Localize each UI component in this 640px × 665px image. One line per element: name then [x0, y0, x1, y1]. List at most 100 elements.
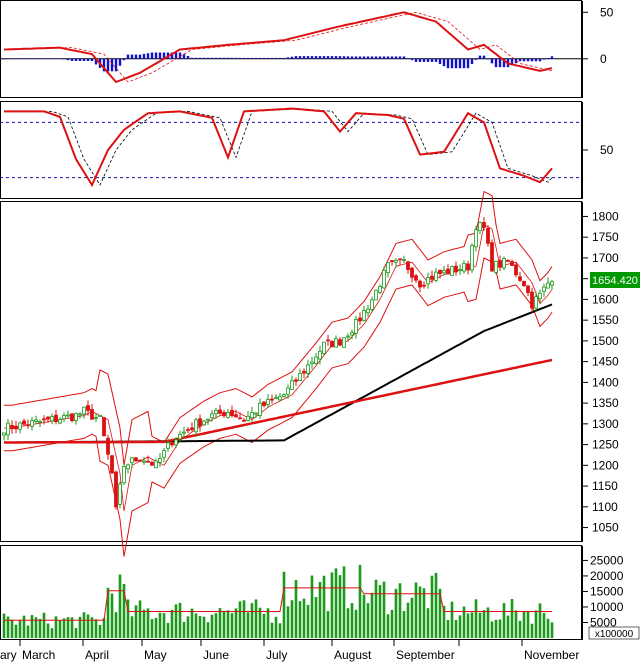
- candle-body: [158, 458, 162, 463]
- macd-histogram-bar: [438, 58, 442, 65]
- y-tick-label: 10000: [590, 600, 624, 614]
- volume-bar: [70, 617, 74, 638]
- macd-histogram-bar: [258, 57, 262, 59]
- volume-bar: [134, 605, 138, 638]
- candle-body: [266, 399, 270, 405]
- macd-histogram-bar: [394, 56, 398, 59]
- volume-bar: [94, 619, 98, 638]
- macd-histogram-bar: [246, 57, 250, 59]
- macd-histogram-bar: [54, 58, 58, 59]
- volume-bar: [538, 603, 542, 638]
- volume-bar: [22, 615, 26, 638]
- volume-bar: [170, 609, 174, 638]
- candle-body: [538, 292, 542, 300]
- candle-body: [186, 429, 190, 432]
- volume-bar: [494, 619, 498, 638]
- candle-body: [30, 420, 34, 427]
- volume-bar: [242, 600, 246, 638]
- volume-bar: [158, 612, 162, 638]
- bollinger-upper-line: [4, 190, 553, 466]
- macd-histogram-bar: [126, 54, 130, 59]
- candle-body: [114, 471, 118, 508]
- macd-histogram-bar: [310, 56, 314, 59]
- macd-histogram-bar: [194, 57, 198, 59]
- macd-histogram-bar: [38, 58, 42, 59]
- candle-body: [534, 296, 538, 309]
- candle-body: [454, 265, 458, 273]
- candle-body: [286, 387, 290, 395]
- volume-bar: [482, 610, 486, 638]
- candle-body: [458, 269, 462, 271]
- macd-histogram-bar: [458, 58, 462, 69]
- macd-histogram-bar: [350, 56, 354, 59]
- candle-body: [414, 275, 418, 281]
- x-ticks: [19, 640, 523, 646]
- volume-bar: [386, 614, 390, 638]
- macd-histogram-bar: [482, 55, 486, 59]
- volume-bar: [146, 608, 150, 638]
- volume-bar: [42, 612, 46, 638]
- candle-body: [550, 281, 554, 286]
- candle-body: [142, 460, 146, 463]
- y-tick-label: 1800: [592, 209, 619, 223]
- candle-body: [510, 261, 514, 266]
- candle-body: [498, 260, 502, 268]
- macd-histogram-bar: [378, 56, 382, 59]
- volume-bar: [342, 566, 346, 638]
- macd-histogram-bar: [286, 57, 290, 59]
- volume-bar: [306, 604, 310, 638]
- volume-bar: [502, 602, 506, 638]
- candle-body: [146, 460, 150, 463]
- macd-histogram-bar: [474, 58, 478, 60]
- candle-body: [62, 415, 66, 420]
- macd-histogram-bar: [514, 58, 518, 64]
- candle-body: [418, 280, 422, 288]
- volume-bar: [246, 612, 250, 638]
- volume-bar: [154, 617, 158, 638]
- macd-histogram-bar: [278, 57, 282, 59]
- volume-bar: [546, 618, 550, 638]
- candle-body: [390, 260, 394, 262]
- volume-bar: [162, 613, 166, 638]
- candle-body: [194, 419, 198, 433]
- volume-bar: [34, 617, 38, 638]
- candle-body: [406, 261, 410, 270]
- macd-histogram-bar: [478, 55, 482, 59]
- macd-histogram-bar: [510, 58, 514, 66]
- macd-histogram-bar: [6, 58, 10, 60]
- macd-histogram-bar: [274, 57, 278, 59]
- volume-bar: [366, 603, 370, 638]
- y-tick-label: 1300: [592, 417, 619, 431]
- macd-histogram-bar: [418, 58, 422, 62]
- volume-bar: [226, 610, 230, 638]
- bollinger-lower-line: [4, 257, 553, 557]
- macd-histogram-bar: [234, 57, 238, 59]
- candle-body: [118, 483, 122, 505]
- volume-bar: [462, 606, 466, 638]
- volume-bar: [446, 620, 450, 638]
- candle-body: [38, 420, 42, 423]
- candle-body: [282, 394, 286, 397]
- candle-body: [222, 412, 226, 417]
- volume-bar: [130, 616, 134, 638]
- candle-body: [150, 461, 154, 466]
- macd-histogram-bar: [430, 58, 434, 62]
- macd-histogram-bar: [2, 58, 6, 60]
- macd-histogram-bar: [294, 56, 298, 59]
- volume-bar: [410, 597, 414, 638]
- volume-bar: [222, 611, 226, 638]
- candle-body: [382, 269, 386, 289]
- candle-body: [386, 261, 390, 273]
- candle-body: [294, 379, 298, 382]
- volume-bar: [186, 616, 190, 638]
- candle-body: [466, 263, 470, 271]
- candle-body: [54, 414, 58, 422]
- candle-body: [306, 364, 310, 374]
- volume-bar: [498, 619, 502, 638]
- macd-histogram-bar: [450, 58, 454, 69]
- volume-bar: [254, 599, 258, 638]
- volume-bar: [110, 593, 114, 638]
- candle-body: [162, 450, 166, 458]
- candle-body: [126, 464, 130, 470]
- candle-body: [46, 416, 50, 420]
